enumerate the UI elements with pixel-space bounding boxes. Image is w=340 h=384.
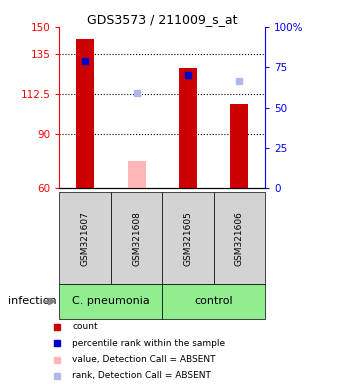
Text: infection: infection: [8, 296, 57, 306]
Bar: [162, 192, 214, 284]
Text: value, Detection Call = ABSENT: value, Detection Call = ABSENT: [72, 355, 216, 364]
Text: C. pneumonia: C. pneumonia: [72, 296, 150, 306]
Text: GSM321608: GSM321608: [132, 211, 141, 265]
Bar: [111, 192, 162, 284]
Text: GSM321605: GSM321605: [184, 211, 192, 265]
Text: percentile rank within the sample: percentile rank within the sample: [72, 339, 225, 348]
Bar: [59, 284, 163, 319]
Text: GSM321607: GSM321607: [81, 211, 90, 265]
Bar: [128, 161, 146, 188]
Bar: [162, 284, 265, 319]
Text: GSM321606: GSM321606: [235, 211, 244, 265]
Text: control: control: [194, 296, 233, 306]
Bar: [214, 192, 265, 284]
Text: rank, Detection Call = ABSENT: rank, Detection Call = ABSENT: [72, 371, 211, 380]
Text: count: count: [72, 323, 98, 331]
Bar: [179, 68, 197, 188]
Bar: [76, 40, 94, 188]
Title: GDS3573 / 211009_s_at: GDS3573 / 211009_s_at: [87, 13, 238, 26]
Bar: [59, 192, 111, 284]
Bar: [231, 104, 249, 188]
